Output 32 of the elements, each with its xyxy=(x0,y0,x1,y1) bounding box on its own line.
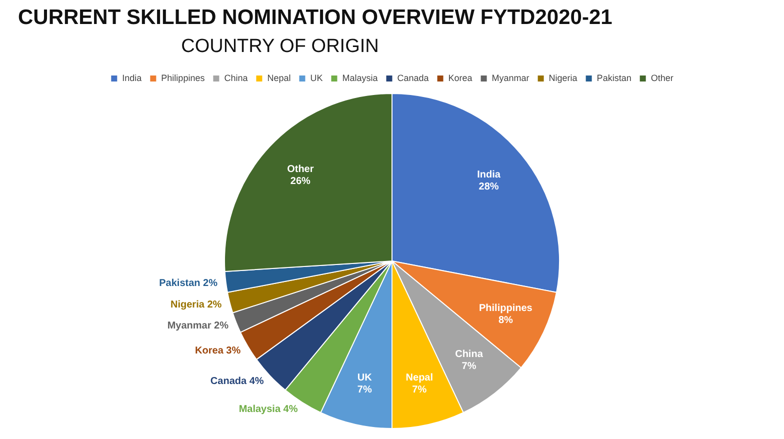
legend-label: India xyxy=(122,72,142,83)
legend-label: Philippines xyxy=(161,72,206,83)
data-label: 26% xyxy=(290,176,311,187)
legend-label: Other xyxy=(650,72,674,83)
category-label: Korea 3% xyxy=(195,345,241,356)
slice-label: China xyxy=(455,349,484,360)
legend-label: China xyxy=(224,72,248,83)
data-label: 28% xyxy=(478,182,499,193)
category-label: Nigeria 2% xyxy=(170,299,222,310)
slice-label: Other xyxy=(287,164,314,175)
legend-label: Myanmar xyxy=(492,72,530,83)
legend-label: Nigeria xyxy=(548,72,578,83)
data-label: 7% xyxy=(357,384,372,396)
legend-label: Korea xyxy=(448,72,472,83)
category-label: Canada 4% xyxy=(210,376,264,388)
category-label: Malaysia 4% xyxy=(238,404,298,416)
legend-label: Malaysia xyxy=(342,72,378,83)
chart-title: CURRENT SKILLED NOMINATION OVERVIEW FYTD2020-21 xyxy=(18,6,612,30)
data-label: 7% xyxy=(412,384,427,396)
data-label: 8% xyxy=(498,315,514,326)
slice-label: Nepal xyxy=(406,372,434,384)
legend-label: Pakistan xyxy=(596,72,632,83)
legend-label: Canada xyxy=(397,72,429,83)
category-label: Myanmar 2% xyxy=(167,320,228,332)
slice-label: UK xyxy=(357,372,373,384)
legend-label: UK xyxy=(310,72,323,83)
slice-label: Philippines xyxy=(478,303,533,314)
data-label: 7% xyxy=(462,361,476,372)
chart-subtitle: COUNTRY OF ORIGIN xyxy=(180,36,380,58)
category-label: Pakistan 2% xyxy=(159,278,218,289)
legend-label: Nepal xyxy=(267,72,291,83)
slice-label: India xyxy=(477,170,501,181)
